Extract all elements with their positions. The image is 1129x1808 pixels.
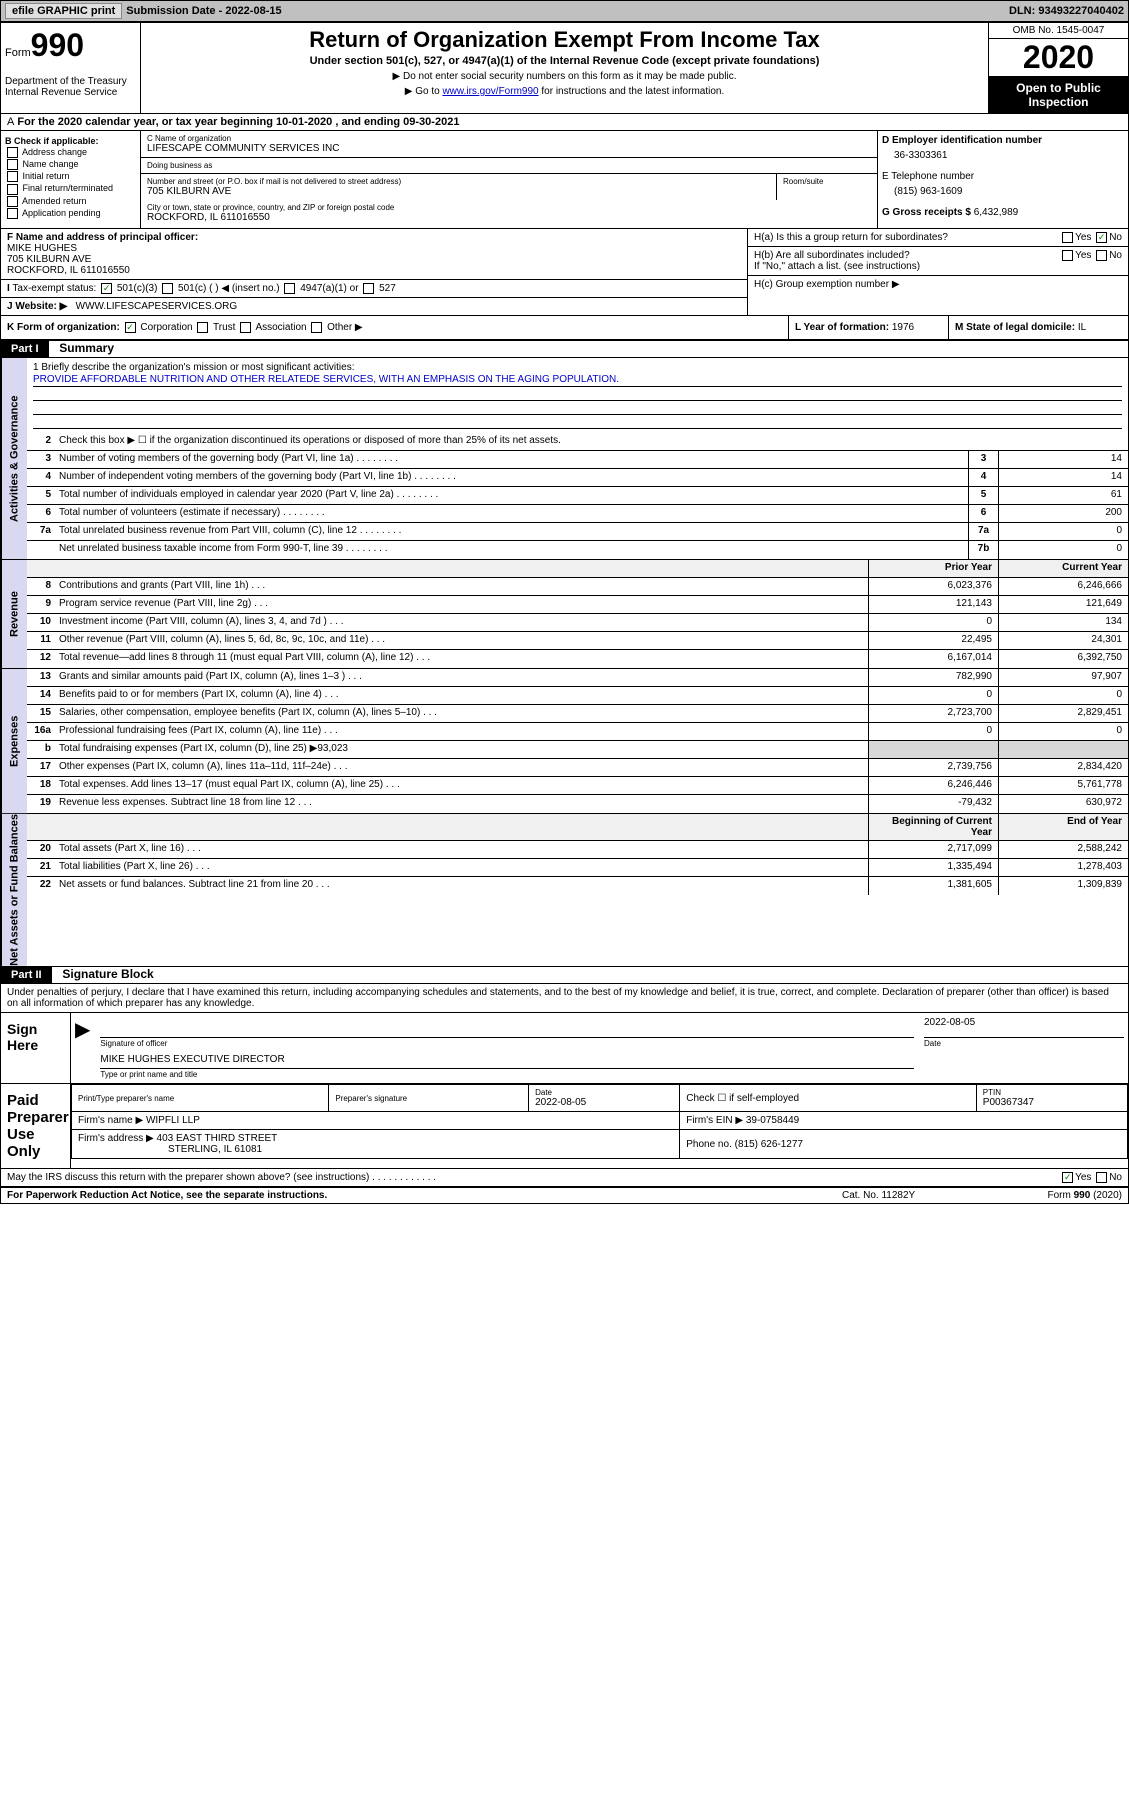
summary-line: 9Program service revenue (Part VIII, lin… <box>27 596 1128 614</box>
header-title-box: Return of Organization Exempt From Incom… <box>141 23 988 113</box>
sign-here-label: Sign Here <box>1 1013 71 1083</box>
tab-expenses: Expenses <box>1 669 27 813</box>
summary-line: 20Total assets (Part X, line 16) . . .2,… <box>27 841 1128 859</box>
part2-header: Part II <box>1 967 52 983</box>
checkbox-hb-no[interactable] <box>1096 250 1107 261</box>
summary-line: 17Other expenses (Part IX, column (A), l… <box>27 759 1128 777</box>
box-hc: H(c) Group exemption number ▶ <box>748 276 1128 293</box>
part1-title: Summary <box>51 341 114 355</box>
checkbox-assoc[interactable] <box>240 322 251 333</box>
part1-header: Part I <box>1 341 49 357</box>
efile-button[interactable]: efile GRAPHIC print <box>5 3 122 19</box>
box-ha: H(a) Is this a group return for subordin… <box>748 229 1128 247</box>
box-i: I Tax-exempt status: 501(c)(3) 501(c) ( … <box>1 280 747 298</box>
penalty-statement: Under penalties of perjury, I declare th… <box>1 984 1128 1013</box>
checkbox-other[interactable] <box>311 322 322 333</box>
checkbox-501c[interactable] <box>162 283 173 294</box>
summary-line: 10Investment income (Part VIII, column (… <box>27 614 1128 632</box>
box-b-checklist: B Check if applicable: Address change Na… <box>1 131 141 228</box>
tab-governance: Activities & Governance <box>1 358 27 559</box>
checkbox-amended[interactable] <box>7 196 18 207</box>
checkbox-trust[interactable] <box>197 322 208 333</box>
topbar: efile GRAPHIC print Submission Date - 20… <box>0 0 1129 22</box>
checkbox-address-change[interactable] <box>7 147 18 158</box>
dln: DLN: 93493227040402 <box>1009 5 1124 17</box>
summary-line: 18Total expenses. Add lines 13–17 (must … <box>27 777 1128 795</box>
summary-line: bTotal fundraising expenses (Part IX, co… <box>27 741 1128 759</box>
sign-arrow-icon: ▶ <box>75 1017 90 1079</box>
checkbox-name-change[interactable] <box>7 159 18 170</box>
tab-revenue: Revenue <box>1 560 27 668</box>
checkbox-527[interactable] <box>363 283 374 294</box>
box-j: J Website: ▶ WWW.LIFESCAPESERVICES.ORG <box>1 298 747 315</box>
summary-line: 4Number of independent voting members of… <box>27 469 1128 487</box>
checkbox-hb-yes[interactable] <box>1062 250 1073 261</box>
checkbox-discuss-no[interactable] <box>1096 1172 1107 1183</box>
box-k: K Form of organization: Corporation Trus… <box>1 316 788 339</box>
summary-line: Net unrelated business taxable income fr… <box>27 541 1128 559</box>
summary-line: 16aProfessional fundraising fees (Part I… <box>27 723 1128 741</box>
footer: For Paperwork Reduction Act Notice, see … <box>1 1187 1128 1203</box>
tab-netassets: Net Assets or Fund Balances <box>1 814 27 966</box>
checkbox-ha-yes[interactable] <box>1062 232 1073 243</box>
summary-line: 21Total liabilities (Part X, line 26) . … <box>27 859 1128 877</box>
preparer-table: Print/Type preparer's name Preparer's si… <box>71 1084 1128 1159</box>
box-c: C Name of organizationLIFESCAPE COMMUNIT… <box>141 131 878 228</box>
box-m: M State of legal domicile: IL <box>948 316 1128 339</box>
summary-line: 5Total number of individuals employed in… <box>27 487 1128 505</box>
box-f: F Name and address of principal officer:… <box>1 229 747 280</box>
summary-line: 6Total number of volunteers (estimate if… <box>27 505 1128 523</box>
summary-line: 13Grants and similar amounts paid (Part … <box>27 669 1128 687</box>
submission-label: Submission Date - 2022-08-15 <box>126 5 281 17</box>
checkbox-ha-no[interactable] <box>1096 232 1107 243</box>
discuss-row: May the IRS discuss this return with the… <box>1 1169 1128 1187</box>
summary-line: 19Revenue less expenses. Subtract line 1… <box>27 795 1128 813</box>
summary-line: 15Salaries, other compensation, employee… <box>27 705 1128 723</box>
checkbox-initial-return[interactable] <box>7 171 18 182</box>
checkbox-501c3[interactable] <box>101 283 112 294</box>
form-990: Form990 Department of the Treasury Inter… <box>0 22 1129 1204</box>
checkbox-final-return[interactable] <box>7 184 18 195</box>
summary-line: 7aTotal unrelated business revenue from … <box>27 523 1128 541</box>
tax-year-line: A For the 2020 calendar year, or tax yea… <box>1 114 1128 131</box>
summary-line: 11Other revenue (Part VIII, column (A), … <box>27 632 1128 650</box>
part2-title: Signature Block <box>54 967 153 981</box>
summary-line: 12Total revenue—add lines 8 through 11 (… <box>27 650 1128 668</box>
checkbox-discuss-yes[interactable] <box>1062 1172 1073 1183</box>
mission-block: 1 Briefly describe the organization's mi… <box>27 358 1128 433</box>
checkbox-corp[interactable] <box>125 322 136 333</box>
checkbox-4947[interactable] <box>284 283 295 294</box>
header-form-box: Form990 Department of the Treasury Inter… <box>1 23 141 113</box>
checkbox-application-pending[interactable] <box>7 208 18 219</box>
summary-line: 22Net assets or fund balances. Subtract … <box>27 877 1128 895</box>
paid-preparer-label: Paid Preparer Use Only <box>1 1084 71 1168</box>
header-year-box: OMB No. 1545-0047 2020 Open to Public In… <box>988 23 1128 113</box>
box-l: L Year of formation: 1976 <box>788 316 948 339</box>
box-hb: H(b) Are all subordinates included? Yes … <box>748 247 1128 276</box>
summary-line: 3Number of voting members of the governi… <box>27 451 1128 469</box>
form990-link[interactable]: www.irs.gov/Form990 <box>442 86 538 97</box>
box-d: D Employer identification number36-33033… <box>878 131 1128 228</box>
summary-line: 14Benefits paid to or for members (Part … <box>27 687 1128 705</box>
summary-line: 8Contributions and grants (Part VIII, li… <box>27 578 1128 596</box>
